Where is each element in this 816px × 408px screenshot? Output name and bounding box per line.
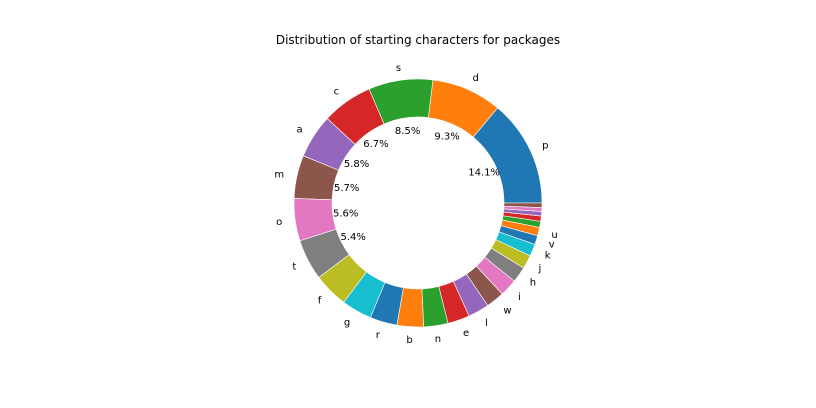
slice-label-i: i bbox=[518, 292, 521, 303]
percent-label-c: 6.7% bbox=[363, 139, 388, 150]
slice-label-g: g bbox=[344, 318, 350, 329]
slice-label-t: t bbox=[292, 261, 296, 272]
percent-label-o: 5.6% bbox=[333, 208, 358, 219]
slice-label-d: d bbox=[472, 73, 478, 84]
slice-label-r: r bbox=[376, 330, 381, 341]
slice-label-v: v bbox=[549, 239, 555, 250]
slice-label-m: m bbox=[274, 169, 284, 180]
percent-labels-group: 14.1% 9.3% 8.5% 6.7% 5.8% 5.7% 5.6% 5.4% bbox=[333, 126, 500, 243]
slice-unlabeled-26 bbox=[503, 202, 543, 208]
slice-label-p: p bbox=[542, 141, 548, 152]
slice-label-c: c bbox=[334, 86, 340, 97]
chart-title: Distribution of starting characters for … bbox=[276, 33, 560, 47]
percent-label-m: 5.7% bbox=[334, 183, 359, 194]
slice-label-e: e bbox=[463, 328, 469, 339]
slice-label-l: l bbox=[485, 318, 488, 329]
slice-label-a: a bbox=[297, 125, 303, 136]
slice-label-o: o bbox=[276, 217, 282, 228]
percent-label-t: 5.4% bbox=[340, 232, 365, 243]
slice-label-h: h bbox=[530, 278, 536, 289]
percent-label-p: 14.1% bbox=[468, 168, 500, 179]
slice-label-b: b bbox=[406, 335, 412, 346]
slices-group bbox=[293, 78, 543, 328]
slice-label-s: s bbox=[396, 63, 401, 74]
percent-label-s: 8.5% bbox=[395, 126, 420, 137]
slice-label-j: j bbox=[538, 264, 542, 275]
percent-label-d: 9.3% bbox=[434, 132, 459, 143]
slice-label-k: k bbox=[545, 251, 551, 262]
slice-label-n: n bbox=[435, 334, 441, 345]
slice-label-f: f bbox=[318, 296, 322, 307]
slice-label-w: w bbox=[503, 306, 511, 317]
slice-label-u: u bbox=[551, 230, 557, 241]
percent-label-a: 5.8% bbox=[344, 159, 369, 170]
